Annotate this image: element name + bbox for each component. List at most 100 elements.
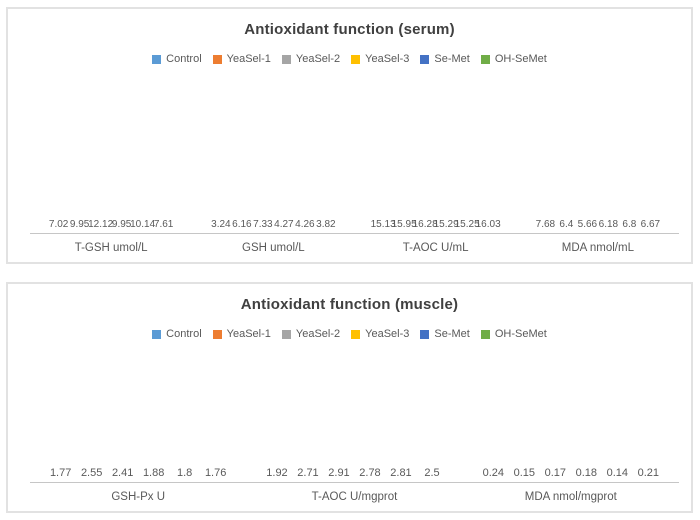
bar-value-label: 6.67	[640, 219, 661, 230]
bar-with-label: 6.8	[621, 220, 638, 233]
bar-with-label: 5.66	[577, 219, 598, 233]
chart-title: Antioxidant function (serum)	[244, 21, 455, 38]
legend-label: YeaSel-2	[295, 53, 341, 65]
x-axis-line	[30, 482, 679, 483]
bar-with-label: 2.91	[326, 468, 351, 482]
bar-with-label: 9.95	[112, 220, 131, 233]
bar-with-label: 4.27	[274, 219, 294, 233]
category-label: MDA nmol/mgprot	[524, 491, 617, 503]
bar-with-label: 12.12	[88, 220, 113, 233]
bar-with-label: 6.18	[598, 219, 619, 233]
chart-title: Antioxidant function (muscle)	[240, 296, 459, 313]
bar-value-label: 15.95	[391, 219, 417, 230]
legend-swatch-icon	[351, 329, 361, 339]
bar-group: 7.02 9.95 12.12 9.95 10.14 7.61	[30, 220, 192, 233]
bar-with-label: 4.26	[295, 219, 315, 233]
bar-value-label: 1.92	[266, 467, 288, 479]
bar-value-label: 6.8	[622, 219, 637, 230]
bar-with-label: 0.21	[636, 468, 661, 482]
bar-value-label: 6.16	[232, 219, 252, 230]
bar-group: 1.92 2.71 2.91 2.78 2.81 2.5	[246, 468, 462, 482]
bar-with-label: 2.71	[295, 468, 320, 482]
bar-with-label: 6.16	[232, 219, 252, 233]
legend-label: OH-SeMet	[494, 328, 547, 340]
legend-swatch-icon	[420, 329, 430, 339]
legend: Control YeaSel-1 YeaSel-2 YeaSel-3 Se-Met OH-…	[8, 53, 691, 65]
bar-group: 15.13 15.95 16.28 15.29 15.25 16.03	[355, 220, 517, 233]
bar-value-label: 0.17	[544, 467, 567, 479]
bar-value-label: 2.71	[297, 467, 319, 479]
bar-value-label: 0.18	[575, 467, 598, 479]
bar-with-label: 1.8	[172, 468, 197, 482]
bar-with-label: 7.61	[154, 220, 173, 233]
legend-label: YeaSel-2	[295, 328, 341, 340]
bar-with-label: 6.4	[558, 220, 575, 233]
bar-value-label: 6.18	[598, 219, 619, 230]
bar-with-label: 3.24	[211, 219, 231, 233]
bar-value-label: 3.82	[316, 219, 336, 230]
category-label: GSH umol/L	[242, 242, 305, 254]
bar-with-label: 16.28	[413, 220, 438, 233]
bar-value-label: 4.26	[295, 219, 315, 230]
legend-swatch-icon	[281, 54, 291, 64]
bar-with-label: 7.68	[535, 219, 556, 233]
bar-value-label: 1.88	[142, 467, 165, 479]
bar-value-label: 0.15	[513, 467, 536, 479]
legend-swatch-icon	[351, 54, 361, 64]
bar-with-label: 2.5	[419, 468, 444, 482]
legend-item: YeaSel-3	[351, 53, 409, 65]
bar-with-label: 15.95	[392, 220, 417, 233]
bar-value-label: 7.68	[535, 219, 556, 230]
category-label: MDA nmol/mL	[561, 242, 634, 254]
bar-with-label: 1.88	[141, 468, 166, 482]
bar-with-label: 15.29	[434, 220, 459, 233]
bar-value-label: 16.03	[475, 219, 501, 230]
bar-with-label: 10.14	[130, 220, 155, 233]
bar-with-label: 1.76	[203, 468, 228, 482]
legend-swatch-icon	[152, 329, 162, 339]
bar-value-label: 2.91	[328, 467, 350, 479]
bar-group: 7.68 6.4 5.66 6.18 6.8 6.67	[517, 220, 679, 233]
plot-area: 1.77 2.55 2.41 1.88 1.8 1.76 1.92 2.71 2.91 2.78 2…	[30, 398, 679, 503]
legend-label: YeaSel-3	[365, 328, 410, 340]
legend-item: YeaSel-3	[351, 328, 409, 340]
legend-item: Se-Met	[420, 53, 470, 65]
legend-label: Se-Met	[434, 328, 470, 340]
legend-label: Control	[166, 328, 202, 340]
legend-item: OH-SeMet	[480, 328, 547, 340]
bar-value-label: 0.14	[606, 467, 629, 479]
bar-with-label: 2.81	[388, 468, 413, 482]
legend-swatch-icon	[480, 54, 490, 64]
bar-value-label: 4.27	[274, 219, 294, 230]
bar-value-label: 2.78	[359, 467, 381, 479]
category-axis-labels: T-GSH umol/L GSH umol/L T-AOC U/mL MDA nmol…	[30, 234, 679, 254]
bar-with-label: 1.77	[48, 468, 73, 482]
category-label: T-AOC U/mL	[402, 242, 469, 254]
bar-with-label: 1.92	[264, 468, 289, 482]
legend-swatch-icon	[420, 54, 430, 64]
x-axis-line	[30, 233, 679, 234]
bar-with-label: 0.17	[543, 468, 568, 482]
legend-item: YeaSel-1	[212, 53, 271, 65]
bar-with-label: 0.24	[481, 468, 506, 482]
bar-value-label: 2.41	[111, 467, 134, 479]
bar-groups: 1.77 2.55 2.41 1.88 1.8 1.76 1.92 2.71 2.91 2.78 2…	[30, 398, 679, 482]
bar-with-label: 0.15	[512, 468, 537, 482]
legend-swatch-icon	[480, 329, 490, 339]
legend: Control YeaSel-1 YeaSel-2 YeaSel-3 Se-Met OH-…	[8, 328, 691, 340]
bar-value-label: 9.95	[69, 219, 90, 230]
bar-with-label: 0.14	[605, 468, 630, 482]
bar-with-label: 2.41	[110, 468, 135, 482]
bar-with-label: 16.03	[476, 220, 501, 233]
legend-label: Control	[166, 53, 202, 65]
bar-with-label: 15.13	[371, 220, 396, 233]
bar-value-label: 5.66	[577, 219, 598, 230]
bar-with-label: 0.18	[574, 468, 599, 482]
bar-value-label: 16.28	[412, 219, 438, 230]
category-axis-labels: GSH-Px U T-AOC U/mgprot MDA nmol/mgprot	[30, 483, 679, 503]
bar-with-label: 7.02	[49, 220, 68, 233]
bar-value-label: 3.24	[211, 219, 231, 230]
bar-value-label: 2.55	[80, 467, 103, 479]
bar-with-label: 6.67	[640, 219, 661, 233]
